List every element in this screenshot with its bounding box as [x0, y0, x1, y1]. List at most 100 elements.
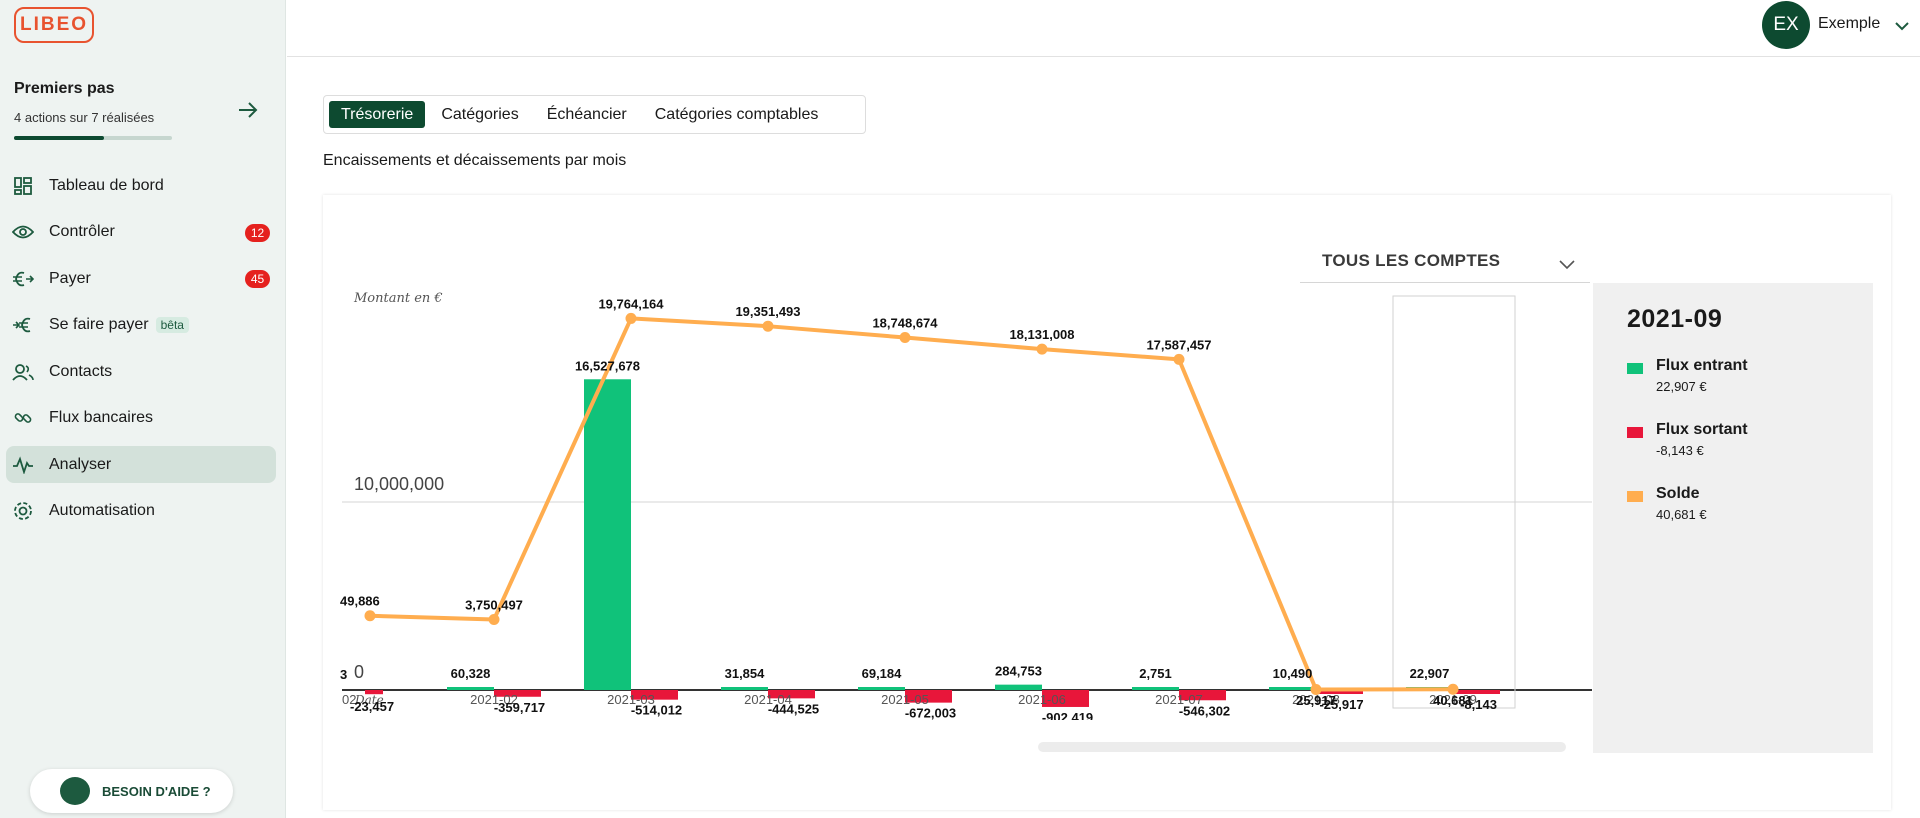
- sidebar-item-label: Payer: [49, 269, 91, 287]
- libeo-logo[interactable]: LIBEO: [14, 7, 94, 43]
- count-badge: 45: [245, 270, 270, 288]
- balance-point: [1447, 683, 1459, 695]
- help-label: BESOIN D'AIDE ?: [102, 783, 211, 799]
- onboarding-progress: [14, 136, 172, 140]
- data-label: 49,886: [340, 594, 380, 609]
- tooltip-entry-value: 22,907 €: [1656, 379, 1707, 394]
- data-label: -514,012: [631, 703, 682, 718]
- sidebar-item-controler[interactable]: Contrôler 12: [6, 214, 276, 251]
- data-label: 22,907: [1410, 666, 1450, 681]
- outflow-bar: [1042, 690, 1089, 707]
- sidebar-item-label: Automatisation: [49, 502, 155, 519]
- x-tick-label: 2021-08: [1292, 692, 1340, 707]
- data-label: -359,717: [494, 700, 545, 715]
- sidebar-item-automatisation[interactable]: Automatisation: [6, 493, 276, 530]
- sidebar-item-label: Analyser: [49, 455, 112, 473]
- sidebar-nav: Tableau de bord Contrôler 12 Payer 45 Se…: [6, 167, 276, 539]
- inflow-bar: [858, 687, 905, 690]
- outflow-bar: [905, 690, 952, 703]
- data-label: 18,748,674: [872, 316, 938, 331]
- sidebar-item-analyser[interactable]: Analyser: [6, 446, 276, 483]
- chart-scrollbar[interactable]: [1038, 742, 1566, 752]
- sidebar-item-label: Se faire payer: [49, 316, 149, 333]
- data-label: 69,184: [862, 666, 903, 681]
- pulse-icon: [12, 454, 34, 476]
- balance-point: [762, 320, 774, 332]
- outflow-bar: [1316, 690, 1363, 694]
- data-label: 19,764,164: [598, 296, 664, 311]
- balance-point: [899, 332, 911, 344]
- data-label: 3,750,497: [465, 597, 523, 612]
- sidebar-item-se-faire-payer[interactable]: Se faire payer bêta: [6, 307, 276, 344]
- data-label: 60,328: [451, 666, 491, 681]
- tab-categories[interactable]: Catégories: [441, 105, 519, 123]
- tooltip-entry-balance: Solde 40,681 €: [1627, 485, 1857, 522]
- euro-in-icon: [12, 314, 34, 336]
- data-label: -444,525: [768, 701, 819, 716]
- onboarding-subtitle: 4 actions sur 7 réalisées: [14, 110, 155, 125]
- sidebar-item-payer[interactable]: Payer 45: [6, 260, 276, 297]
- x-tick-label: 2021-06: [1018, 692, 1066, 707]
- sidebar-item-dashboard[interactable]: Tableau de bord: [6, 167, 276, 204]
- inflow-bar: [721, 687, 768, 690]
- sidebar-item-label: Contrôler: [49, 223, 115, 240]
- sidebar-item-flux-bancaires[interactable]: Flux bancaires: [6, 400, 276, 437]
- data-label: 17,587,457: [1146, 337, 1211, 352]
- tooltip-entry-value: -8,143 €: [1656, 443, 1704, 458]
- x-tick-label: 2021-04: [744, 692, 792, 707]
- sidebar-item-label: Flux bancaires: [49, 409, 154, 426]
- balance-point: [488, 613, 500, 625]
- tab-categories-comptables[interactable]: Catégories comptables: [654, 105, 819, 123]
- highlight-box: [1392, 295, 1516, 709]
- data-label: -902,419: [1042, 710, 1093, 720]
- y-tick-label: 10,000,000: [354, 474, 444, 494]
- arrow-right-icon[interactable]: [238, 98, 258, 124]
- x-tick-label: 2021-05: [881, 692, 929, 707]
- balance-swatch: [1627, 491, 1643, 502]
- data-label: 19,351,493: [735, 304, 800, 319]
- balance-point: [1310, 684, 1322, 696]
- tooltip-entry-value: 40,681 €: [1656, 507, 1707, 522]
- data-label: 284,753: [995, 664, 1042, 679]
- inflow-bar: [995, 684, 1042, 690]
- tooltip-entry-outflow: Flux sortant -8,143 €: [1627, 421, 1857, 458]
- tooltip-entry-name: Solde: [1656, 485, 1700, 502]
- link-icon: [12, 407, 34, 429]
- euro-out-icon: [12, 268, 34, 290]
- analysis-tabs: Trésorerie Catégories Échéancier Catégor…: [323, 95, 866, 134]
- help-icon: [60, 777, 90, 805]
- x-tick-label: 2021-03: [607, 692, 655, 707]
- outflow-bar: [494, 690, 541, 697]
- y-axis-label: Montant en €: [353, 291, 443, 306]
- onboarding-card[interactable]: Premiers pas 4 actions sur 7 réalisées: [14, 80, 272, 146]
- sidebar-item-label: Contacts: [49, 362, 113, 380]
- sidebar-item-label: Tableau de bord: [49, 176, 164, 194]
- tab-tresorerie[interactable]: Trésorerie: [329, 101, 426, 128]
- y-tick-label: 0: [354, 662, 364, 682]
- count-badge: 12: [245, 223, 270, 242]
- tab-echeancier[interactable]: Échéancier: [546, 105, 627, 123]
- user-name[interactable]: Exemple: [1818, 15, 1881, 32]
- data-label: 3: [340, 667, 347, 682]
- tooltip-entry-name: Flux sortant: [1656, 421, 1748, 438]
- x-tick-label: 2021-07: [1155, 692, 1203, 707]
- balance-point: [1036, 343, 1048, 355]
- treasury-chart: Montant en € 0 10,000,000 Date 02 3 -23,457 49…: [340, 291, 1592, 720]
- avatar[interactable]: EX: [1762, 1, 1810, 49]
- chevron-down-icon[interactable]: [1894, 18, 1910, 34]
- beta-tag: bêta: [155, 317, 189, 333]
- onboarding-progress-fill: [14, 136, 105, 140]
- sidebar-item-contacts[interactable]: Contacts: [6, 353, 276, 390]
- data-label: 40,681: [1433, 693, 1473, 708]
- account-select[interactable]: TOUS LES COMPTES: [1300, 243, 1590, 283]
- data-label: 31,854: [725, 666, 766, 681]
- help-button[interactable]: BESOIN D'AIDE ?: [30, 769, 233, 813]
- tooltip-panel: 2021-09 Flux entrant 22,907 € Flux sorta…: [1593, 283, 1873, 753]
- x-tick-label: 2021-09: [1429, 692, 1477, 707]
- tooltip-title: 2021-09: [1627, 305, 1723, 333]
- gear-icon: [12, 500, 34, 522]
- x-tick-label: 2021-02: [470, 692, 518, 707]
- outflow-bar: [1179, 690, 1226, 701]
- page-subtitle: Encaissements et décaissements par mois: [323, 152, 627, 169]
- inflow-swatch: [1627, 363, 1643, 374]
